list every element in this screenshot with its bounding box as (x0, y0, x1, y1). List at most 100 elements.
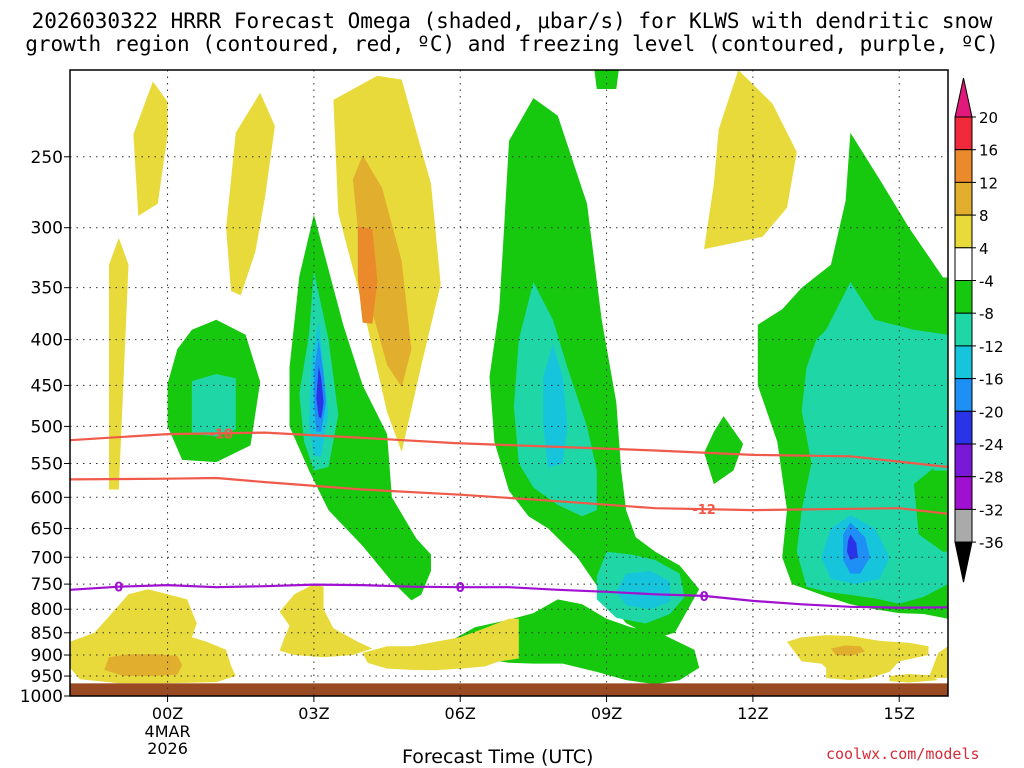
colorbar: 20 16 12 8 4 -4 -8 -12 -16 -20 -24 -28 -32 -36 (954, 77, 1004, 583)
colorbar-label-13: -36 (979, 534, 1004, 552)
region-yellow-low-f (889, 674, 939, 683)
colorbar-label-11: -28 (979, 469, 1004, 487)
ground-fill (70, 683, 948, 696)
ytick-label-450: 450 (31, 376, 63, 396)
chart-title: 2026030322 HRRR Forecast Omega (shaded, … (0, 10, 1024, 56)
xtick-sublabel-00Z-1: 2026 (147, 739, 188, 758)
region-yellow-low-d (787, 635, 929, 681)
xtick-label-00Z: 00Z (152, 704, 183, 723)
region-teal-f (796, 282, 948, 604)
region-yellow-top-b (226, 92, 275, 296)
colorbar-cell-10 (954, 443, 973, 478)
colorbar-bottom-arrow (954, 541, 973, 583)
region-green-e (704, 416, 744, 485)
region-yellow-mid-c (704, 70, 797, 250)
ytick-label-250: 250 (31, 148, 63, 168)
region-cyan-c (543, 344, 568, 468)
xtick-label-09Z: 09Z (591, 704, 622, 723)
ytick-label-900: 900 (31, 646, 63, 666)
region-darkblue-b (316, 365, 324, 419)
contour-label-freezing-level-0C-1: 0 (456, 581, 465, 596)
contour-label-freezing-level-0C-0: 0 (114, 581, 123, 596)
region-cyan-d (616, 570, 670, 610)
shaded-omega-layer (70, 70, 948, 685)
ytick-label-800: 800 (31, 600, 63, 620)
contour-label-dgz-upper-12C-0: -18 (209, 427, 233, 442)
colorbar-cell-4 (954, 247, 973, 282)
xtick-label-15Z: 15Z (884, 704, 915, 723)
colorbar-cell-11 (954, 476, 973, 510)
colorbar-cell-0 (954, 116, 973, 151)
contour-dgz-upper-12C (70, 431, 948, 469)
ytick-label-500: 500 (31, 417, 63, 437)
contour-freezing-level-0C (70, 583, 948, 609)
xtick-sublabel-00Z-0: 4MAR (145, 722, 191, 741)
title-line-2: growth region (contoured, red, ºC) and f… (25, 32, 999, 56)
ytick-label-400: 400 (31, 331, 63, 351)
colorbar-cell-6 (954, 312, 973, 347)
colorbar-label-8: -16 (979, 371, 1004, 389)
colorbar-label-2: 12 (979, 174, 998, 192)
colorbar-cell-2 (954, 181, 973, 216)
ytick-label-300: 300 (31, 219, 63, 239)
ytick-label-1000: 1000 (20, 687, 63, 707)
region-green-top (594, 70, 619, 89)
colorbar-label-0: 20 (979, 109, 998, 127)
colorbar-label-5: -4 (979, 273, 994, 291)
ytick-label-950: 950 (31, 667, 63, 687)
region-yellow-low-b (279, 584, 373, 658)
contour-layer: -18 -12 0 0 0 (70, 427, 948, 609)
colorbar-cell-12 (954, 508, 973, 543)
xtick-label-12Z: 12Z (737, 704, 768, 723)
colorbar-label-10: -24 (979, 436, 1004, 454)
region-green-b (289, 214, 431, 601)
ytick-label-650: 650 (31, 519, 63, 539)
xtick-label-03Z: 03Z (298, 704, 329, 723)
plot-frame (69, 69, 949, 697)
region-yellow-low-e (928, 646, 948, 679)
pressure-axis: 2503003504004505005506006507007508008509… (20, 148, 70, 707)
region-yellow-top-a (133, 81, 168, 216)
colorbar-label-12: -32 (979, 501, 1004, 519)
ytick-label-750: 750 (31, 575, 63, 595)
colorbar-label-6: -8 (979, 305, 994, 323)
ytick-label-350: 350 (31, 279, 63, 299)
ytick-label-600: 600 (31, 488, 63, 508)
colorbar-top-arrow (954, 77, 973, 118)
ytick-label-850: 850 (31, 624, 63, 644)
gridlines (70, 70, 948, 696)
colorbar-cell-9 (954, 410, 973, 445)
region-orange-upper-c (357, 226, 378, 324)
region-teal-a (191, 374, 236, 437)
region-gold-low-d (830, 645, 866, 656)
region-gold-low-a (104, 654, 183, 676)
xtick-label-06Z: 06Z (445, 704, 476, 723)
colorbar-cell-5 (954, 280, 973, 314)
contour-dgz-lower-12C (70, 476, 948, 515)
region-yellow-low-c (362, 618, 519, 671)
colorbar-label-3: 8 (979, 207, 989, 225)
colorbar-cell-1 (954, 149, 973, 183)
ground-layer (70, 683, 948, 696)
x-axis-label: Forecast Time (UTC) (402, 746, 594, 768)
colorbar-label-4: 4 (979, 240, 989, 258)
ytick-label-700: 700 (31, 548, 63, 568)
title-line-1: 2026030322 HRRR Forecast Omega (shaded, … (31, 9, 993, 33)
credit-link[interactable]: coolwx.com/models (826, 745, 980, 763)
region-teal-f2 (933, 418, 948, 471)
region-yellow-sliver (109, 237, 129, 490)
colorbar-cell-3 (954, 214, 973, 249)
colorbar-label-1: 16 (979, 142, 998, 160)
region-green-c (489, 98, 700, 639)
colorbar-cell-7 (954, 345, 973, 380)
region-gold-upper-c (352, 155, 412, 388)
colorbar-label-7: -12 (979, 338, 1004, 356)
contour-label-freezing-level-0C-2: 0 (700, 590, 709, 605)
ytick-label-550: 550 (31, 454, 63, 474)
colorbar-cell-8 (954, 378, 973, 412)
region-darkblue-f (847, 534, 858, 560)
colorbar-label-9: -20 (979, 403, 1004, 421)
contour-label-dgz-lower-12C-0: -12 (692, 503, 716, 518)
